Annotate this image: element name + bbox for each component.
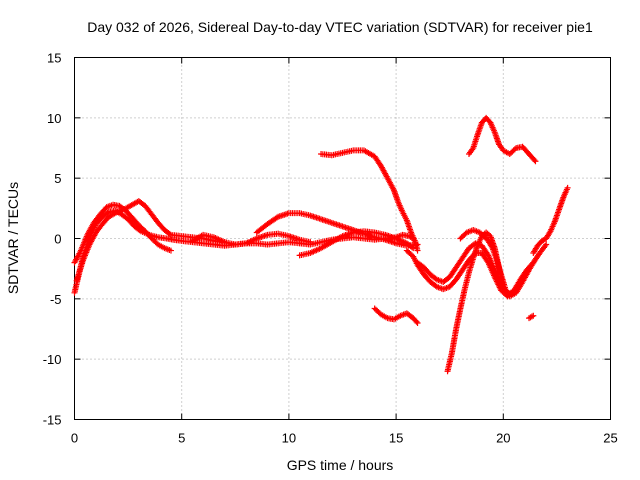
data-point [414, 319, 421, 326]
series-arc8 [371, 305, 421, 326]
series-arc6 [296, 228, 417, 259]
x-tick-label: 15 [389, 431, 403, 446]
data-point [410, 245, 417, 252]
data-point [166, 230, 173, 237]
y-axis-label: SDTVAR / TECUs [5, 182, 21, 294]
y-tick-label: -10 [43, 352, 62, 367]
series-arc15 [530, 184, 571, 256]
data-points [71, 114, 571, 375]
data-point [167, 247, 174, 254]
data-point [564, 184, 571, 191]
data-point [530, 259, 537, 266]
data-point [532, 158, 539, 165]
y-tick-label: 10 [47, 111, 61, 126]
data-point [414, 247, 421, 254]
series-arc12 [457, 227, 537, 300]
series-arc13 [465, 114, 539, 165]
x-axis-label: GPS time / hours [287, 457, 394, 473]
series-arc14 [526, 312, 537, 322]
y-tick-label: -15 [43, 413, 62, 428]
data-point [543, 241, 550, 248]
y-tick-label: 0 [54, 232, 61, 247]
data-point [413, 318, 420, 325]
axis-ticks: 0 5 10 15 20 25 -15 -10 -5 0 5 10 15 [43, 51, 618, 446]
x-tick-label: 20 [496, 431, 510, 446]
series-arc11 [444, 229, 507, 375]
x-tick-label: 25 [603, 431, 617, 446]
x-tick-label: 10 [282, 431, 296, 446]
data-point [530, 312, 537, 319]
y-tick-label: 15 [47, 51, 61, 66]
x-tick-label: 0 [71, 431, 78, 446]
series-arc4 [189, 230, 314, 248]
y-tick-label: 5 [54, 171, 61, 186]
series-arc3 [73, 198, 228, 284]
data-point [104, 209, 111, 216]
data-point [531, 157, 538, 164]
data-point [307, 239, 314, 246]
series-arc7 [318, 147, 421, 254]
chart-title: Day 032 of 2026, Sidereal Day-to-day VTE… [87, 19, 593, 35]
y-tick-label: -5 [50, 292, 62, 307]
series-arc1 [71, 207, 417, 296]
x-tick-label: 5 [178, 431, 185, 446]
